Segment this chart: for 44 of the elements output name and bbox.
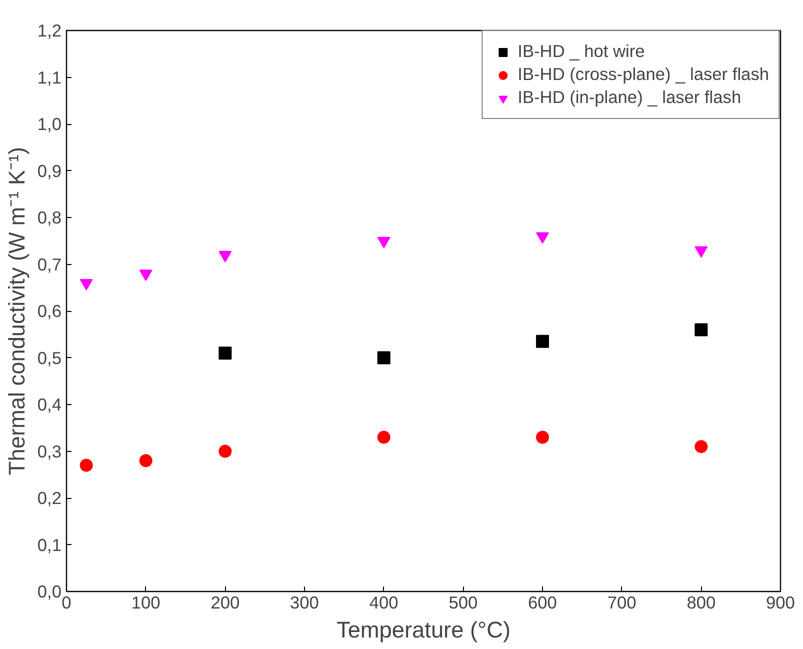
point [536,334,549,348]
legend-label: IB-HD _ hot wire [518,41,645,62]
y-tick-label: 0,9 [37,160,62,181]
y-tick-label: 0,4 [37,394,62,414]
x-tick-label: 500 [448,592,478,612]
y-tick-label: 1,2 [37,20,62,40]
point [218,444,232,458]
point [80,458,93,472]
y-tick-label: 1,1 [37,67,62,88]
point [139,454,152,468]
y-tick-label: 1,0 [37,114,62,134]
y-tick-label: 0,5 [37,348,62,368]
x-tick-label: 400 [369,592,398,612]
y-axis-title: Thermal conductivity (W m⁻¹ K⁻¹) [3,146,30,476]
point [694,323,708,336]
point [377,430,390,444]
y-tick-label: 0,7 [37,254,62,274]
point [536,430,549,444]
y-tick-label: 0,1 [37,534,62,555]
x-tick-label: 0 [62,592,72,612]
point [694,440,708,454]
y-tick-label: 0,6 [37,301,62,321]
legend-label: IB-HD (cross-plane) _ laser flash [518,64,769,85]
x-axis-title: Temperature (°C) [336,616,511,642]
y-tick-label: 0,2 [37,488,62,508]
y-tick-label: 0,3 [37,441,62,462]
point [80,278,93,290]
point [536,232,549,244]
legend-label: IB-HD (in-plane) _ laser flash [518,87,742,108]
y-tick-label: 0,0 [37,582,62,602]
point [218,346,232,360]
x-tick-label: 100 [131,592,160,612]
x-tick-label: 200 [210,592,240,612]
y-tick-label: 0,8 [37,208,62,228]
point [377,236,390,248]
point [218,250,232,262]
point [139,270,152,282]
x-tick-label: 600 [528,592,557,612]
point [377,351,390,364]
point [694,246,708,258]
x-tick-label: 700 [607,592,636,612]
x-tick-label: 900 [766,592,795,612]
x-tick-label: 800 [686,592,716,612]
x-tick-label: 300 [290,592,319,612]
